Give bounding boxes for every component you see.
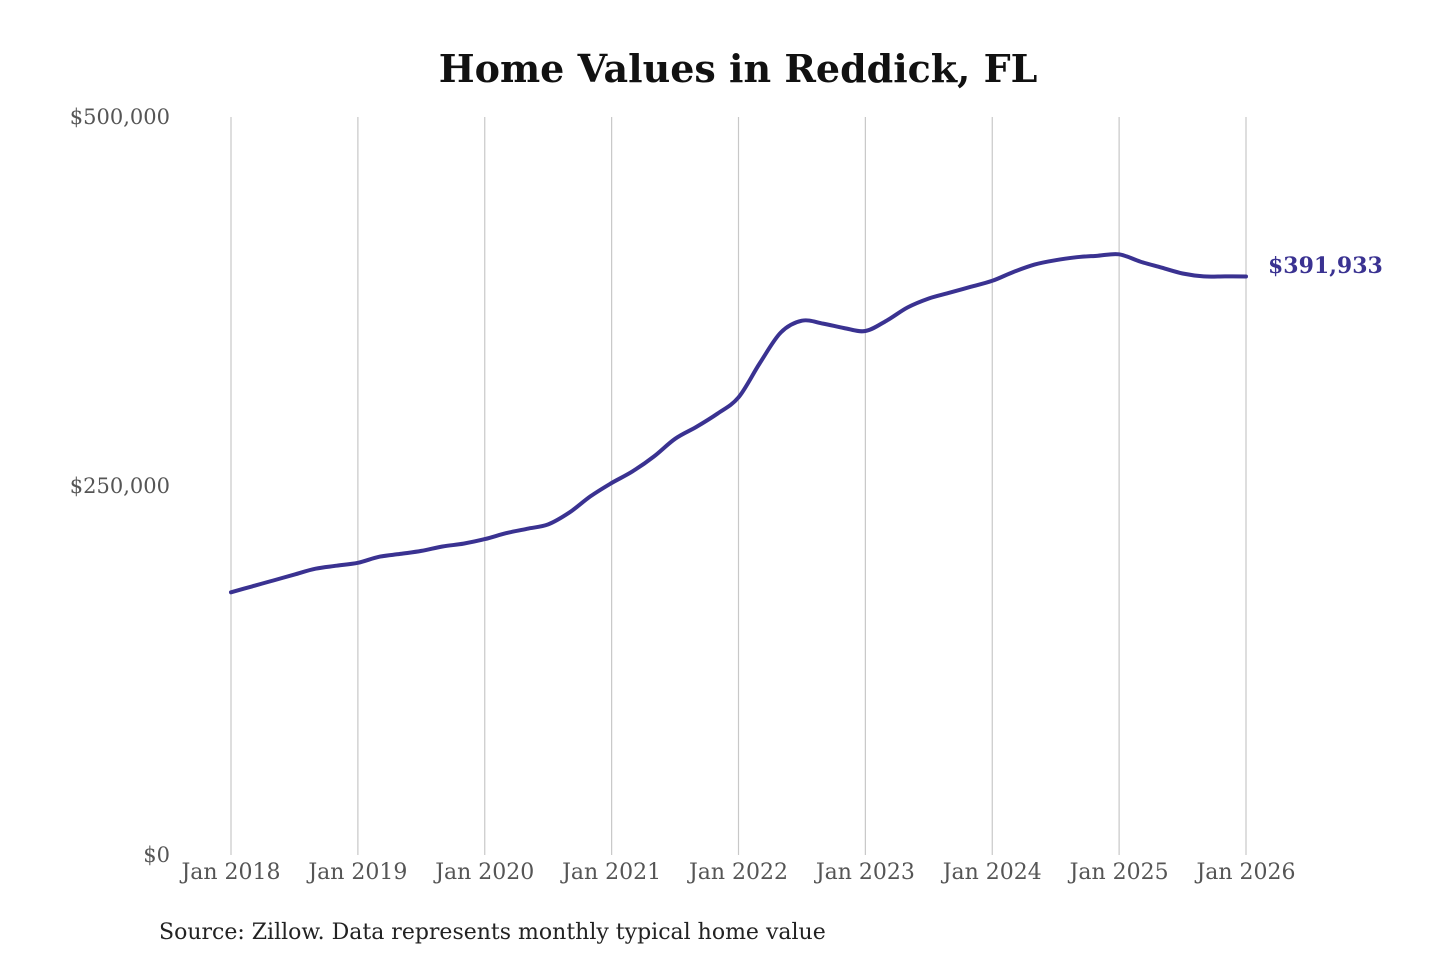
series-line-home-value (229, 252, 1248, 595)
x-axis-ticks: Jan 2018 Jan 2019 Jan 2020 Jan 2021 Jan 2022… (179, 860, 1295, 885)
y-tick-label: $250,000 (70, 474, 170, 498)
x-tick-label: Jan 2023 (814, 860, 915, 885)
source-note: Source: Zillow. Data represents monthly … (159, 920, 826, 945)
y-tick-label: $500,000 (70, 105, 170, 129)
gridlines (230, 117, 1247, 855)
y-tick-label: $0 (143, 843, 170, 867)
chart-title: Home Values in Reddick, FL (439, 46, 1038, 91)
x-tick-label: Jan 2019 (306, 860, 407, 885)
x-tick-label: Jan 2022 (687, 860, 788, 885)
x-tick-label: Jan 2020 (433, 860, 534, 885)
x-tick-label: Jan 2021 (560, 860, 661, 885)
x-tick-label: Jan 2024 (941, 860, 1042, 885)
end-value-label: $391,933 (1268, 253, 1383, 279)
x-tick-label: Jan 2018 (179, 860, 280, 885)
y-axis-ticks: $0 $250,000 $500,000 (70, 105, 170, 867)
x-tick-label: Jan 2026 (1194, 860, 1295, 885)
x-tick-label: Jan 2025 (1068, 860, 1169, 885)
